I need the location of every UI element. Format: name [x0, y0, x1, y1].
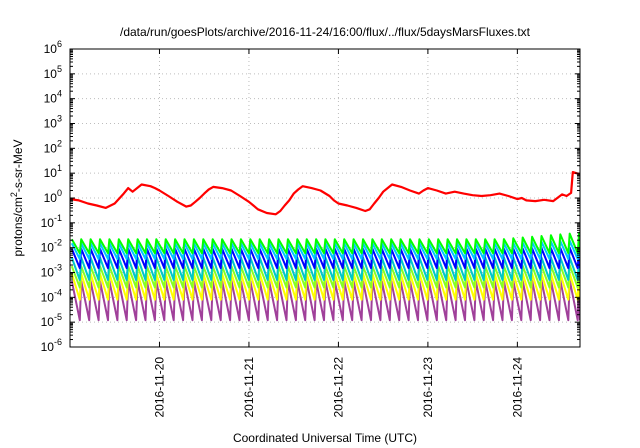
- y-tick-label-base: 10: [41, 340, 55, 354]
- y-tick-label: 101: [44, 163, 62, 180]
- y-tick-label: 10-3: [41, 263, 62, 280]
- series-layer: [70, 171, 580, 322]
- y-tick-label: 10-2: [41, 238, 62, 255]
- y-tick-label-base: 10: [41, 216, 55, 230]
- x-tick-label: 2016-11-23: [421, 357, 435, 418]
- y-tick-label-exponent: -2: [54, 238, 62, 248]
- y-tick-label-exponent: 0: [57, 188, 62, 198]
- y-tick-label-exponent: -3: [54, 263, 62, 273]
- y-tick-label-base: 10: [41, 241, 55, 255]
- y-tick-label-base: 10: [44, 117, 58, 131]
- y-tick-label-exponent: -4: [54, 287, 62, 297]
- chart-title: /data/run/goesPlots/archive/2016-11-24/1…: [120, 25, 531, 39]
- y-tick-label-base: 10: [41, 266, 55, 280]
- y-tick-label-exponent: 1: [57, 163, 62, 173]
- series-line: [70, 256, 580, 281]
- y-tick-label: 100: [44, 188, 62, 205]
- x-tick-label: 2016-11-24: [510, 357, 524, 418]
- series-line: [70, 272, 580, 301]
- y-tick-label-exponent: 2: [57, 138, 62, 148]
- x-tick-label: 2016-11-20: [152, 357, 166, 418]
- y-tick-label: 10-6: [41, 337, 62, 354]
- y-tick-label-exponent: 6: [57, 39, 62, 49]
- y-axis-label-sup: 2: [9, 192, 19, 197]
- y-axis-label-main: protons/cm: [11, 197, 25, 256]
- y-tick-label: 102: [44, 138, 62, 155]
- series-line: [70, 279, 580, 322]
- x-axis-label: Coordinated Universal Time (UTC): [233, 431, 417, 445]
- y-tick-label: 10-4: [41, 287, 62, 304]
- y-tick-label: 10-1: [41, 213, 62, 230]
- y-axis: 10-610-510-410-310-210-11001011021031041…: [41, 39, 580, 354]
- series-line: [70, 171, 580, 216]
- y-tick-label-exponent: -1: [54, 213, 62, 223]
- y-tick-label: 105: [44, 64, 62, 81]
- y-axis-label: protons/cm2-s-sr-MeV: [9, 139, 25, 256]
- y-tick-label: 106: [44, 39, 62, 56]
- y-axis-label-rest: -s-sr-MeV: [11, 139, 25, 192]
- y-tick-label: 104: [44, 89, 62, 106]
- y-tick-label-base: 10: [44, 166, 58, 180]
- y-tick-label-exponent: 3: [57, 114, 62, 124]
- y-tick-label-exponent: 4: [57, 89, 62, 99]
- y-tick-label-base: 10: [41, 290, 55, 304]
- y-tick-label-base: 10: [44, 141, 58, 155]
- y-tick-label-exponent: -5: [54, 312, 62, 322]
- y-tick-label-base: 10: [44, 67, 58, 81]
- y-tick-label-exponent: -6: [54, 337, 62, 347]
- y-tick-label-base: 10: [41, 315, 55, 329]
- y-tick-label-base: 10: [44, 42, 58, 56]
- series-line: [70, 239, 580, 260]
- y-tick-label: 103: [44, 114, 62, 131]
- x-tick-label: 2016-11-21: [242, 357, 256, 418]
- y-tick-label-base: 10: [44, 191, 58, 205]
- series-line: [70, 231, 580, 255]
- series-line: [70, 264, 580, 289]
- y-tick-label-base: 10: [44, 92, 58, 106]
- y-tick-label-exponent: 5: [57, 64, 62, 74]
- x-axis: 2016-11-20 2016-11-21 2016-11-22 2016-11-23…: [152, 49, 524, 418]
- series-line: [70, 246, 580, 270]
- y-tick-label: 10-5: [41, 312, 62, 329]
- x-tick-label: 2016-11-22: [331, 357, 345, 418]
